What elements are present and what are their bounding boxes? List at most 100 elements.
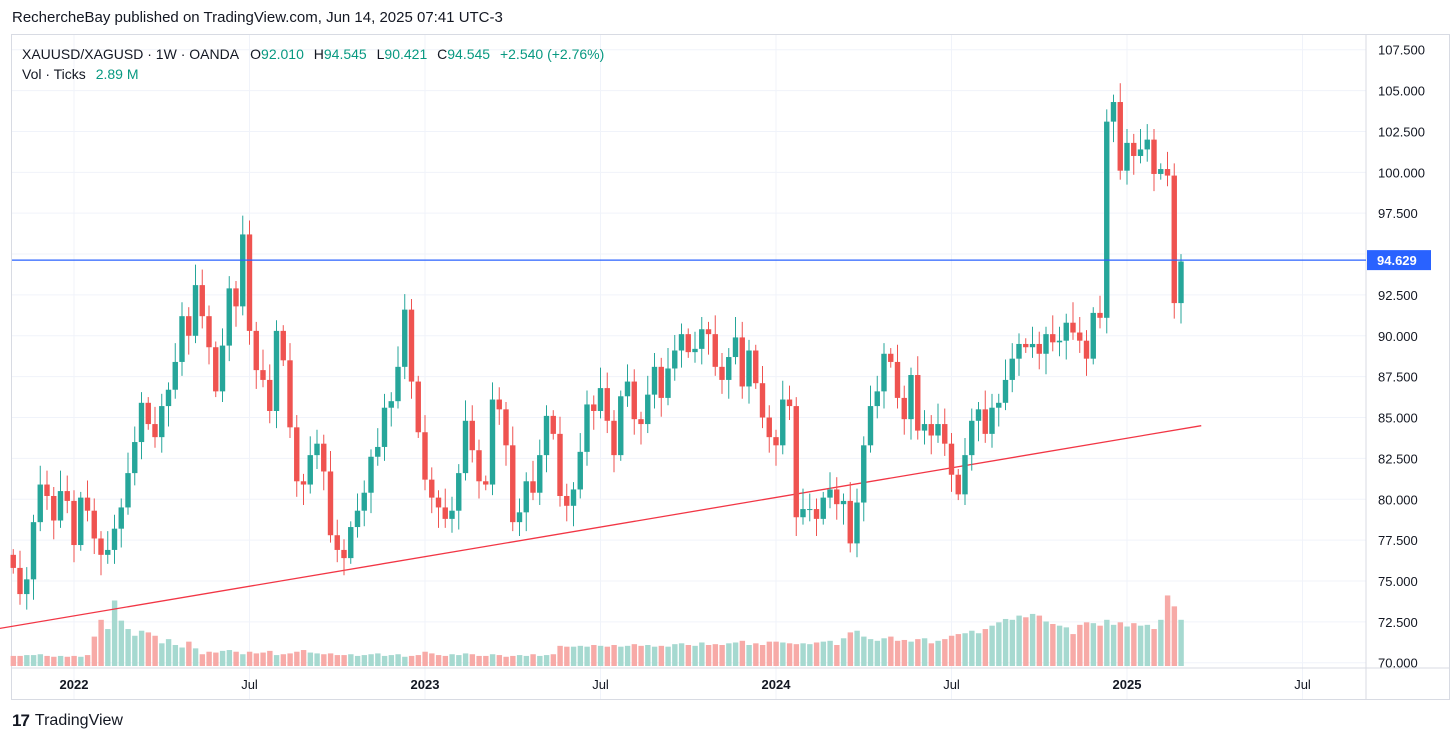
candle-body [1124, 142, 1130, 171]
candle-body [537, 455, 543, 493]
candle-body [213, 347, 219, 392]
candle-body [361, 492, 367, 511]
volume-value: 2.89 M [95, 66, 139, 82]
chart-area[interactable] [11, 34, 1450, 700]
volume-bar [84, 655, 91, 666]
volume-bar [591, 645, 597, 666]
volume-bar [611, 645, 617, 666]
volume-bar [375, 653, 381, 666]
volume-bar [1023, 617, 1029, 666]
tradingview-brand[interactable]: 17 TradingView [12, 711, 123, 731]
volume-bar [1002, 618, 1009, 666]
candle-body [955, 474, 961, 495]
candle-body [84, 497, 91, 511]
volume-bar [665, 646, 671, 666]
candle-body [854, 502, 860, 544]
volume-bar [996, 622, 1002, 666]
candle-body [685, 334, 691, 353]
volume-bar [280, 654, 287, 666]
volume-bar [584, 646, 590, 666]
change-value: +2.540 (+2.76%) [499, 46, 605, 62]
candle-body [159, 406, 165, 438]
candle-body [780, 399, 786, 446]
candle-body [1036, 343, 1042, 354]
volume-bar [159, 643, 165, 666]
volume-bar [334, 655, 341, 666]
volume-bar [1043, 621, 1049, 666]
candle-body [996, 402, 1002, 408]
volume-bar [948, 635, 955, 666]
volume-bar [17, 655, 23, 666]
candle-body [928, 424, 934, 436]
volume-bar [651, 646, 658, 666]
candle-body [327, 471, 334, 536]
volume-bar [307, 652, 314, 666]
volume-bar [91, 636, 98, 666]
x-tick-label: 2024 [762, 677, 792, 692]
candle-body [746, 350, 752, 387]
volume-bar [132, 635, 138, 666]
candle-body [246, 234, 253, 331]
volume-bar [388, 655, 395, 666]
candle-body [1104, 121, 1110, 318]
volume-bar [847, 632, 854, 666]
candle-body [773, 437, 779, 446]
candle-body [186, 316, 192, 336]
candle-body [915, 375, 921, 431]
volume-row: Vol · Ticks 2.89 M [22, 64, 604, 84]
candle-body [469, 420, 475, 451]
candle-body [118, 507, 124, 529]
open-label: O [250, 46, 262, 62]
volume-label[interactable]: Vol · Ticks [22, 66, 86, 82]
brand-name: TradingView [34, 712, 123, 729]
candle-body [1097, 312, 1103, 318]
candle-body [847, 500, 853, 544]
y-tick-label: 100.000 [1378, 165, 1425, 180]
volume-bar [253, 653, 260, 666]
volume-bar [300, 650, 307, 666]
volume-bar [827, 640, 833, 666]
y-tick-label: 97.500 [1378, 206, 1418, 221]
close-label: C [437, 46, 448, 62]
support-trendline [0, 425, 1202, 630]
candle-body [37, 484, 43, 523]
volume-bar [172, 645, 179, 666]
candle-body [678, 334, 685, 351]
candle-body [759, 383, 766, 418]
candle-body [901, 397, 907, 420]
candle-body [226, 288, 232, 346]
volume-bar [361, 655, 368, 666]
volume-bar [1083, 622, 1090, 666]
volume-bar [368, 654, 374, 666]
volume-bar [746, 645, 752, 666]
candle-body [179, 316, 185, 362]
y-tick-label: 102.500 [1378, 124, 1425, 139]
candle-body [57, 491, 64, 521]
symbol-label[interactable]: XAUUSD/XAGUSD · 1W · OANDA [22, 46, 239, 62]
volume-bar [1063, 627, 1070, 666]
candle-body [1029, 343, 1036, 348]
volume-bar [489, 654, 496, 666]
volume-bar [456, 655, 462, 666]
candle-body [638, 419, 644, 425]
candle-body [125, 473, 131, 508]
high-label: H [313, 46, 324, 62]
candle-body [827, 489, 833, 498]
volume-bar [631, 644, 638, 666]
volume-bar [942, 639, 948, 666]
volume-bar [854, 630, 860, 666]
volume-bar [496, 655, 503, 666]
volume-bar [57, 655, 64, 666]
candle-body [145, 402, 151, 425]
volume-bar [1056, 625, 1063, 666]
candle-body [820, 497, 826, 519]
x-tick-label: Jul [241, 677, 258, 692]
volume-bar [402, 656, 408, 666]
candle-body [1110, 102, 1117, 122]
candle-body [813, 509, 820, 519]
candle-body [834, 489, 840, 505]
candle-body [631, 381, 637, 420]
volume-bar [354, 655, 361, 666]
candle-body [894, 361, 901, 398]
